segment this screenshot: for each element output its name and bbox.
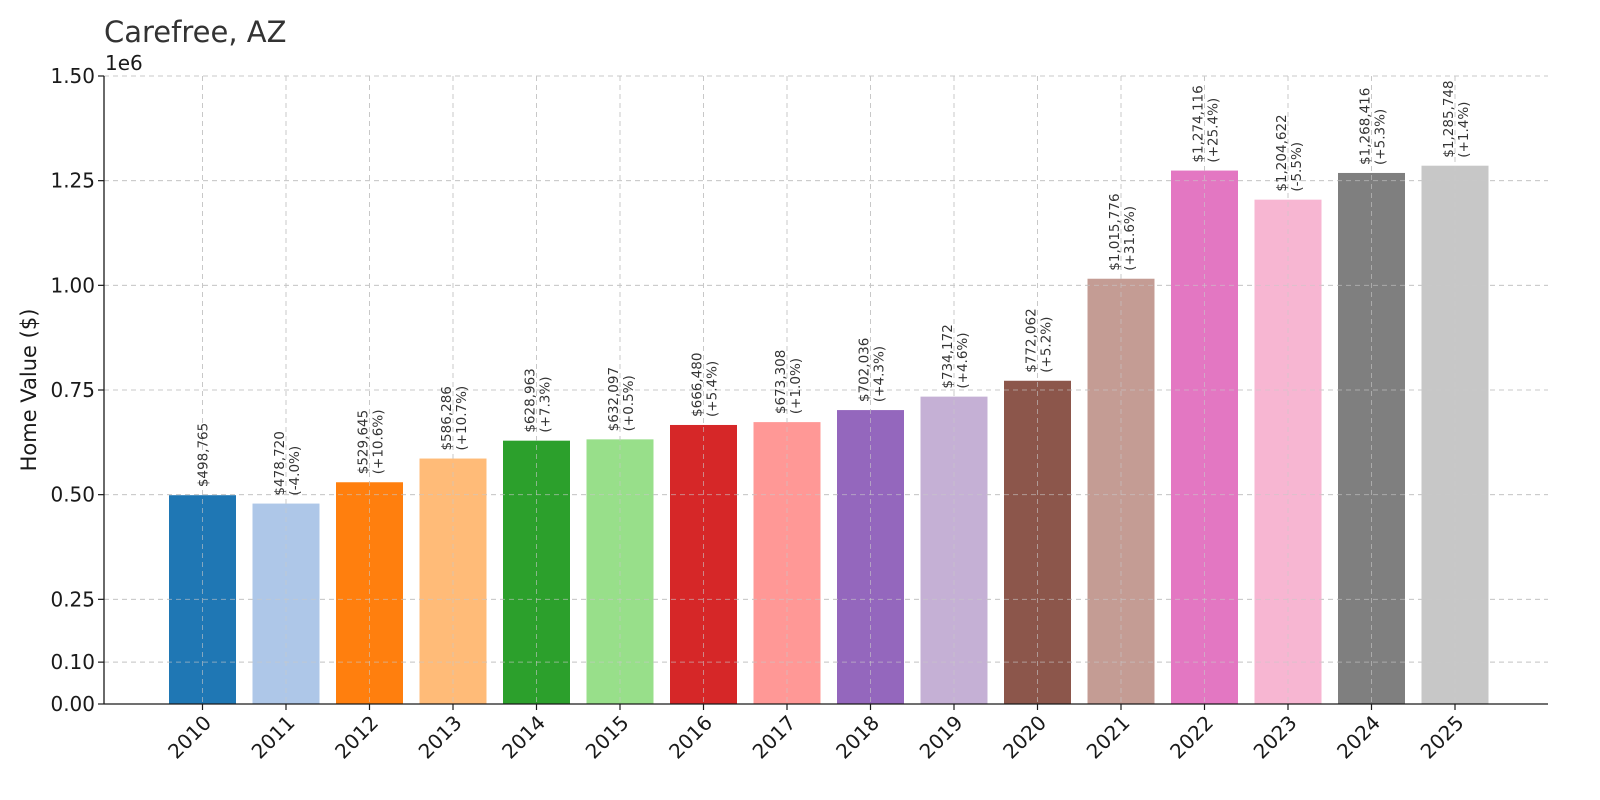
y-tick-label: 0.50 bbox=[50, 483, 95, 507]
bar-value-label: $673,308 bbox=[773, 350, 789, 414]
y-axis-label: Home Value ($) bbox=[17, 309, 41, 472]
bar-2020 bbox=[1004, 380, 1071, 704]
bar-change-label: (+7.3%) bbox=[538, 377, 554, 433]
y-tick-label: 0.00 bbox=[50, 692, 95, 716]
bar-change-label: (+1.0%) bbox=[788, 358, 804, 414]
bar-label-group: $734,172 (+4.6%) bbox=[940, 324, 971, 388]
bar-change-label: (+10.6%) bbox=[371, 410, 387, 475]
x-tick-label: 2018 bbox=[831, 711, 884, 764]
x-tick-label: 2021 bbox=[1082, 711, 1135, 764]
bar-label-group: $772,062 (+5.2%) bbox=[1024, 308, 1055, 372]
bar-label-group: $666,480 (+5.4%) bbox=[690, 353, 721, 417]
bar-change-label: (+5.2%) bbox=[1039, 317, 1055, 373]
bar-2019 bbox=[920, 396, 988, 704]
bar-change-label: (+25.4%) bbox=[1206, 98, 1222, 163]
x-tick-label: 2010 bbox=[163, 711, 216, 764]
bar-change-label: (+31.6%) bbox=[1122, 206, 1138, 271]
bar-label-group: $1,204,622 (-5.5%) bbox=[1274, 114, 1305, 191]
bar-change-label: (+4.3%) bbox=[872, 346, 888, 402]
y-tick-label: 0.25 bbox=[50, 587, 95, 611]
x-tick-label: 2011 bbox=[247, 711, 300, 764]
x-tick-label: 2017 bbox=[748, 711, 801, 764]
x-tick-label: 2023 bbox=[1249, 711, 1302, 764]
bar-label-group: $628,963 (+7.3%) bbox=[523, 368, 554, 432]
bar-label-group: $1,268,416 (+5.3%) bbox=[1358, 88, 1389, 165]
bar-value-label: $628,963 bbox=[523, 368, 539, 432]
bar-change-label: (+5.4%) bbox=[705, 361, 721, 417]
bar-label-group: $478,720 (-4.0%) bbox=[272, 431, 303, 495]
bar-label-group: $529,645 (+10.6%) bbox=[356, 410, 387, 475]
bar-value-label: $1,015,776 bbox=[1107, 193, 1123, 270]
y-tick-label: 0.10 bbox=[50, 650, 95, 674]
bar-label-group: $586,286 (+10.7%) bbox=[439, 386, 470, 451]
bar-label-group: $498,765 bbox=[196, 423, 212, 487]
x-tick-label: 2024 bbox=[1332, 711, 1385, 764]
y-tick-label: 1.00 bbox=[50, 273, 95, 297]
bar-labels: $498,765 $478,720 (-4.0%) $529,645 (+10.6%) $… bbox=[196, 80, 1473, 495]
bar-label-group: $1,015,776 (+31.6%) bbox=[1107, 193, 1138, 270]
bar-label-group: $1,285,748 (+1.4%) bbox=[1441, 80, 1472, 157]
bar-change-label: (-5.5%) bbox=[1289, 142, 1305, 192]
bar-value-label: $734,172 bbox=[940, 324, 956, 388]
bar-value-label: $586,286 bbox=[439, 386, 455, 450]
bar-change-label: (+4.6%) bbox=[955, 332, 971, 388]
y-tick-label: 1.50 bbox=[50, 64, 95, 88]
bar-value-label: $666,480 bbox=[690, 353, 706, 417]
bar-value-label: $1,268,416 bbox=[1358, 88, 1374, 165]
bar-value-label: $1,274,116 bbox=[1191, 85, 1207, 162]
bars bbox=[104, 75, 1548, 705]
x-tick-label: 2019 bbox=[915, 711, 968, 764]
bar-2025 bbox=[1421, 165, 1489, 704]
bar-value-label: $702,036 bbox=[857, 338, 873, 402]
bar-change-label: (+5.3%) bbox=[1373, 109, 1389, 165]
bar-value-label: $498,765 bbox=[196, 423, 212, 487]
bar-change-label: (+1.4%) bbox=[1456, 102, 1472, 158]
y-offset-label: 1e6 bbox=[105, 51, 143, 75]
bar-label-group: $632,097 (+0.5%) bbox=[606, 367, 637, 431]
bar-value-label: $529,645 bbox=[356, 410, 372, 474]
y-tick-label: 0.75 bbox=[50, 378, 95, 402]
x-tick-label: 2015 bbox=[581, 711, 634, 764]
x-tick-label: 2012 bbox=[330, 711, 383, 764]
x-tick-label: 2013 bbox=[414, 711, 467, 764]
bar-value-label: $632,097 bbox=[606, 367, 622, 431]
x-tick-label: 2014 bbox=[497, 711, 550, 764]
x-tick-label: 2025 bbox=[1416, 711, 1469, 764]
y-tick-label: 1.25 bbox=[50, 169, 95, 193]
bar-value-label: $1,204,622 bbox=[1274, 114, 1290, 191]
x-tick-label: 2016 bbox=[664, 711, 717, 764]
bar-label-group: $1,274,116 (+25.4%) bbox=[1191, 85, 1222, 162]
bar-label-group: $702,036 (+4.3%) bbox=[857, 338, 888, 402]
chart-title: Carefree, AZ bbox=[104, 15, 286, 49]
bar-value-label: $478,720 bbox=[272, 431, 288, 495]
bar-value-label: $772,062 bbox=[1024, 308, 1040, 372]
x-tick-label: 2020 bbox=[998, 711, 1051, 764]
x-tick-label: 2022 bbox=[1165, 711, 1218, 764]
bar-value-label: $1,285,748 bbox=[1441, 80, 1457, 157]
bar-label-group: $673,308 (+1.0%) bbox=[773, 350, 804, 414]
bar-change-label: (+10.7%) bbox=[454, 386, 470, 451]
bar-change-label: (+0.5%) bbox=[621, 375, 637, 431]
bar-change-label: (-4.0%) bbox=[287, 446, 303, 496]
